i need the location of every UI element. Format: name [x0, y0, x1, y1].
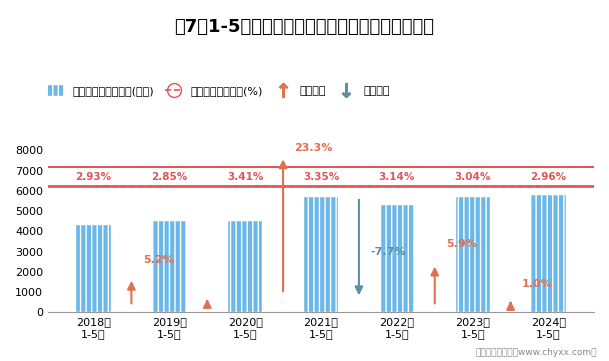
Text: 3.04%: 3.04% — [454, 172, 491, 182]
Legend: 社会消费品零售总额(亿元), 北京市占全国比重(%), 同比增加, 同比减少: 社会消费品零售总额(亿元), 北京市占全国比重(%), 同比增加, 同比减少 — [43, 81, 394, 101]
Bar — [532, 195, 566, 312]
Text: 制图：智研咨询（www.chyxx.com）: 制图：智研咨询（www.chyxx.com） — [475, 348, 597, 357]
Text: 近7年1-5月北京市累计社会消费品零售总额统计图: 近7年1-5月北京市累计社会消费品零售总额统计图 — [175, 18, 434, 36]
Text: -7.7%: -7.7% — [370, 247, 406, 257]
Text: 2.85%: 2.85% — [151, 172, 188, 182]
Text: 2.93%: 2.93% — [76, 172, 111, 182]
Bar — [304, 197, 338, 312]
Bar — [152, 221, 186, 312]
Text: 23.3%: 23.3% — [294, 143, 333, 153]
Text: 3.14%: 3.14% — [379, 172, 415, 182]
Text: 3.41%: 3.41% — [227, 172, 263, 182]
Bar — [380, 205, 414, 312]
Text: 2.96%: 2.96% — [530, 172, 566, 182]
Bar — [456, 197, 490, 312]
Text: 5.2%: 5.2% — [143, 255, 174, 265]
Text: 3.35%: 3.35% — [303, 172, 339, 182]
Bar — [228, 221, 262, 312]
Text: 1.0%: 1.0% — [522, 279, 553, 289]
Text: 5.9%: 5.9% — [446, 239, 477, 248]
Bar — [76, 225, 111, 312]
